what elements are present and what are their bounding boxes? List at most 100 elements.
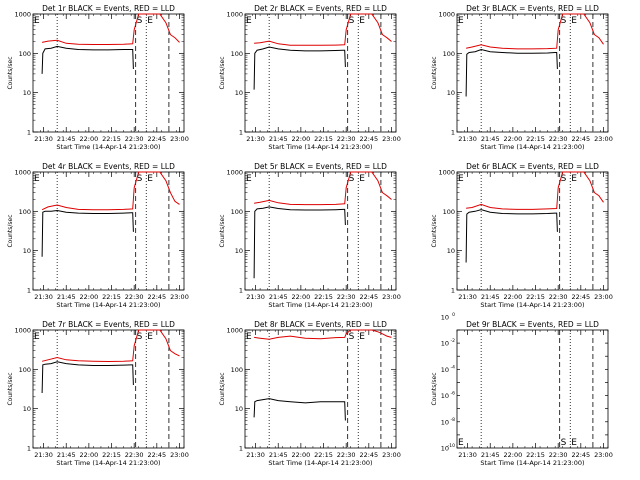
y-axis-label: Counts/sec [7,372,14,405]
y-tick-exponent: 0 [452,312,455,318]
x-tick-label: 21:30 [458,451,477,459]
y-tick-exponent: -2 [451,338,456,344]
plot-frame [456,171,609,291]
y-tick-exponent: -6 [451,391,456,397]
plot-title: Det 1r BLACK = Events, RED = LLD [42,4,175,13]
x-tick-label: 22:15 [102,293,121,301]
x-tick-label: 22:30 [549,293,568,301]
x-tick-label: 22:15 [526,135,545,143]
plot-title: Det 4r BLACK = Events, RED = LLD [42,162,175,171]
x-tick-label: 22:15 [526,293,545,301]
x-axis-label: Start Time (14-Apr-14 21:23:00) [56,459,160,467]
y-tick-label: 1000 [14,11,31,19]
y-tick-label: 10 [447,89,455,97]
y-tick-label: 1 [27,129,31,137]
x-tick-label: 22:45 [147,135,166,143]
x-tick-label: 21:45 [481,135,500,143]
plot-panel-3: Det 3r BLACK = Events, RED = LLD Counts/s… [431,4,613,151]
y-axis-label: Counts/sec [219,214,226,247]
y-axis-label: Counts/sec [219,372,226,405]
x-tick-label: 22:30 [549,135,568,143]
x-tick-label: 22:00 [504,451,523,459]
x-tick-label: 22:45 [359,451,378,459]
y-tick-label: 1000 [14,327,31,335]
y-axis-label: Counts/sec [219,56,226,89]
y-tick-label: 100 [443,50,455,58]
lld-series-line [254,171,392,206]
marker-S: S [137,174,143,184]
marker-E: E [458,16,464,26]
events-series-line [253,206,346,279]
events-series-line [41,45,134,74]
marker-S: S [349,16,355,26]
y-tick-exponent: -4 [451,364,456,370]
lld-series-line [254,329,392,340]
y-tick-label: 100 [19,366,31,374]
x-tick-label: 22:30 [125,293,144,301]
plot-panel-5: Det 5r BLACK = Events, RED = LLD Counts/s… [219,162,401,309]
x-axis-label: Start Time (14-Apr-14 21:23:00) [268,143,372,151]
y-tick-label: 1 [239,287,243,295]
x-axis-label: Start Time (14-Apr-14 21:23:00) [268,301,372,309]
y-axis-label: Counts/sec [431,372,438,405]
y-tick-label: 1000 [226,169,243,177]
x-tick-label: 23:00 [170,135,189,143]
x-tick-label: 22:45 [359,293,378,301]
events-series-line [465,48,558,97]
x-tick-label: 21:45 [269,293,288,301]
x-tick-label: 23:00 [594,451,613,459]
x-tick-label: 23:00 [382,135,401,143]
lld-series-line [41,329,180,363]
x-tick-label: 22:00 [80,135,99,143]
plot-panel-2: Det 2r BLACK = Events, RED = LLD Counts/s… [219,4,401,151]
y-tick-label: 1 [239,445,243,453]
plot-title: Det 2r BLACK = Events, RED = LLD [254,4,387,13]
x-tick-label: 21:45 [481,293,500,301]
lld-series-line [466,171,604,210]
marker-E: E [246,174,252,184]
marker-E: E [359,332,365,342]
y-tick-label: 100 [231,208,243,216]
x-tick-label: 21:45 [269,451,288,459]
x-tick-label: 22:45 [359,135,378,143]
y-tick-label: 100 [19,50,31,58]
marker-E: E [571,16,577,26]
x-tick-label: 22:30 [125,135,144,143]
x-tick-label: 22:00 [292,293,311,301]
x-tick-label: 21:30 [34,135,53,143]
x-tick-label: 21:45 [57,451,76,459]
x-axis-label: Start Time (14-Apr-14 21:23:00) [480,459,584,467]
y-tick-label: 10 [23,247,31,255]
x-axis-label: Start Time (14-Apr-14 21:23:00) [268,459,372,467]
marker-E: E [458,438,464,448]
plot-panel-9: Det 9r BLACK = Events, RED = LLD Counts/s… [431,312,613,467]
marker-E: E [147,16,153,26]
plot-frame [244,13,397,133]
x-tick-label: 22:45 [147,293,166,301]
x-tick-label: 22:15 [102,135,121,143]
x-tick-label: 21:30 [34,451,53,459]
y-tick-label: 10 [441,366,449,374]
y-tick-label: 1000 [14,169,31,177]
plot-panel-6: Det 6r BLACK = Events, RED = LLD Counts/s… [431,162,613,309]
x-tick-label: 23:00 [594,293,613,301]
y-tick-label: 1000 [438,11,455,19]
marker-S: S [349,332,355,342]
x-tick-label: 22:15 [314,135,333,143]
marker-S: S [561,438,567,448]
marker-E: E [34,174,40,184]
x-tick-label: 22:15 [526,451,545,459]
y-axis-label: Counts/sec [431,214,438,247]
plot-frame [244,329,397,449]
y-axis-label: Counts/sec [7,56,14,89]
y-tick-label: 10 [441,418,449,426]
x-axis-label: Start Time (14-Apr-14 21:23:00) [56,143,160,151]
x-tick-label: 22:30 [337,135,356,143]
y-tick-label: 10 [235,405,243,413]
x-tick-label: 23:00 [170,293,189,301]
x-tick-label: 23:00 [594,135,613,143]
lld-series-line [41,171,180,211]
y-tick-label: 10 [23,405,31,413]
y-tick-label: 10 [447,247,455,255]
y-tick-label: 1000 [226,11,243,19]
